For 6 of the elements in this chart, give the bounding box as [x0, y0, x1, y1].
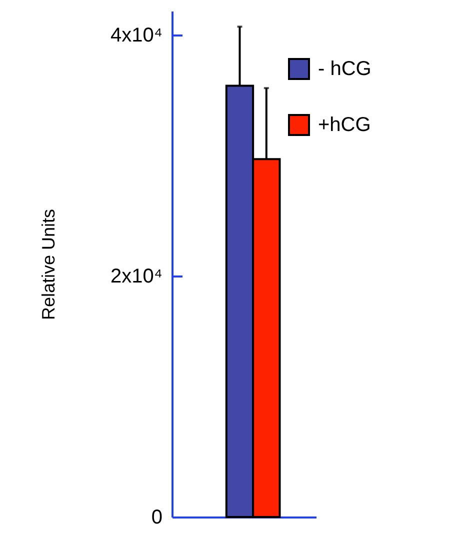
y-tick-label: 4x10⁴ — [110, 24, 162, 47]
legend-label: +hCG — [318, 114, 371, 136]
y-tick-label: 2x10⁴ — [110, 266, 162, 288]
legend-label: - hCG — [318, 58, 372, 80]
y-axis-title: Relative Units — [38, 208, 59, 320]
y-tick-label: 0 — [151, 506, 162, 528]
